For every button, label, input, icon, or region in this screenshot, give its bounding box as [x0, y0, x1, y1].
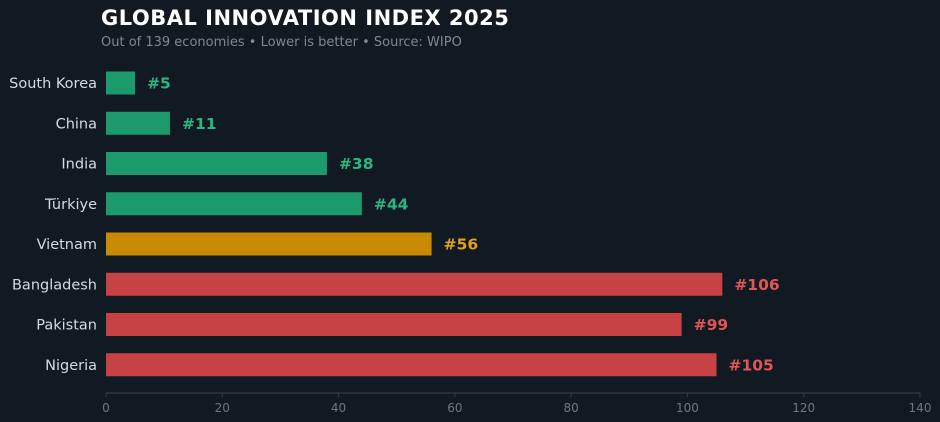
bar [106, 111, 170, 135]
value-label: #38 [339, 155, 374, 173]
bar [106, 353, 717, 377]
value-label: #56 [444, 236, 479, 254]
x-tick-label: 80 [564, 401, 579, 415]
bar [106, 272, 723, 296]
bar [106, 232, 432, 256]
category-label: China [56, 116, 97, 132]
category-label: Vietnam [37, 237, 97, 253]
value-label: #99 [694, 316, 729, 334]
value-label: #5 [147, 75, 171, 93]
bar [106, 313, 682, 336]
category-label: India [61, 157, 97, 173]
category-label: Pakistan [36, 318, 97, 334]
x-tick-label: 60 [447, 401, 462, 415]
value-label: #105 [729, 356, 774, 374]
chart-subtitle: Out of 139 economies • Lower is better •… [101, 35, 462, 50]
category-label: Türkiye [44, 197, 97, 213]
x-tick-label: 120 [792, 401, 815, 415]
bar [106, 71, 136, 95]
chart-title: GLOBAL INNOVATION INDEX 2025 [101, 6, 510, 30]
value-label: #44 [374, 195, 409, 213]
x-tick-label: 100 [676, 401, 699, 415]
value-label: #106 [734, 276, 779, 294]
value-label: #11 [182, 115, 217, 133]
bar [106, 152, 327, 175]
x-tick-label: 40 [331, 401, 346, 415]
bar [106, 192, 362, 216]
category-label: Nigeria [45, 358, 97, 374]
category-label: Bangladesh [12, 277, 97, 293]
category-label: South Korea [9, 76, 97, 92]
x-tick-label: 140 [909, 401, 932, 415]
x-tick-label: 0 [102, 401, 110, 415]
x-tick-label: 20 [215, 401, 230, 415]
